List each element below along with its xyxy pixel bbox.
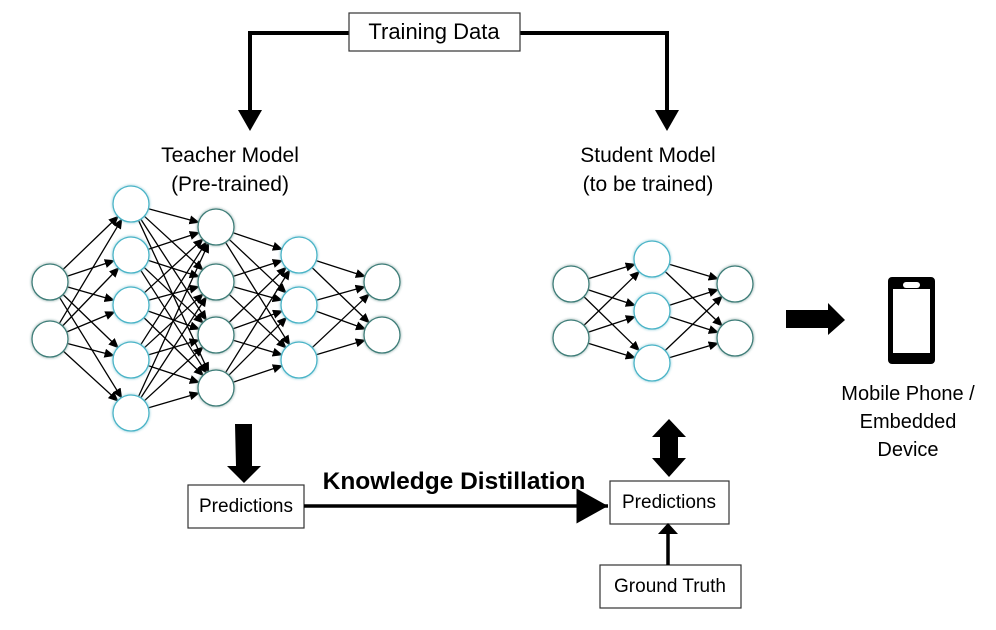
svg-text:(to be trained): (to be trained) bbox=[583, 173, 714, 196]
svg-text:Knowledge Distillation: Knowledge Distillation bbox=[323, 468, 586, 495]
svg-text:Device: Device bbox=[877, 439, 938, 461]
svg-text:Training Data: Training Data bbox=[368, 19, 500, 44]
svg-text:Predictions: Predictions bbox=[622, 492, 716, 513]
svg-text:Embedded: Embedded bbox=[860, 411, 957, 433]
svg-text:Predictions: Predictions bbox=[199, 496, 293, 517]
svg-text:(Pre-trained): (Pre-trained) bbox=[171, 173, 289, 196]
svg-text:Student Model: Student Model bbox=[580, 144, 715, 167]
svg-text:Ground Truth: Ground Truth bbox=[614, 576, 726, 597]
svg-text:Teacher Model: Teacher Model bbox=[161, 144, 299, 167]
svg-text:Mobile Phone /: Mobile Phone / bbox=[841, 383, 975, 405]
